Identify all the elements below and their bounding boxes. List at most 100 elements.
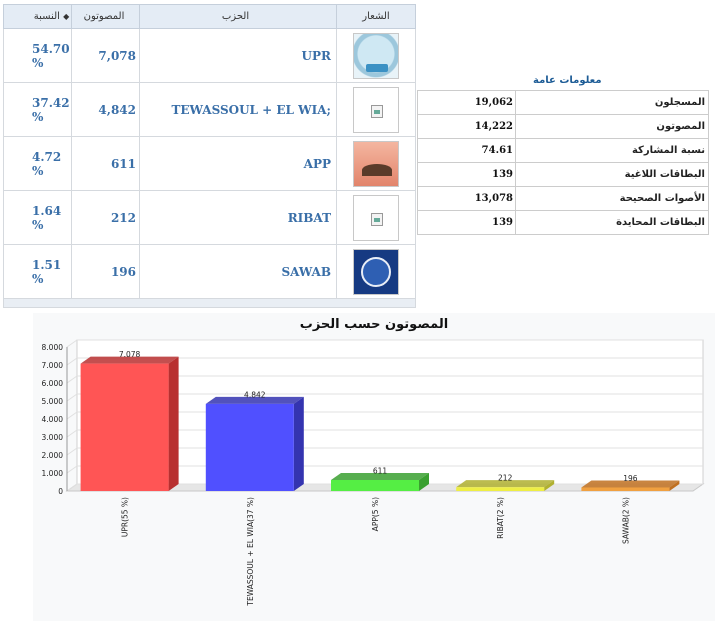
pct-cell: 4.72 % <box>3 136 72 191</box>
party-cell: RIBAT <box>139 190 337 245</box>
table-row: 4.72 % 611 APP <box>3 136 416 191</box>
party-cell: TEWASSOUL + EL WIA; <box>139 82 337 137</box>
chart-title: المصوتون حسب الحزب <box>300 317 448 332</box>
app-logo <box>353 140 399 187</box>
bar <box>581 487 670 491</box>
bar <box>80 363 169 491</box>
votes-cell: 611 <box>71 136 140 191</box>
broken-image-icon <box>353 86 399 133</box>
votes-bar-chart: المصوتون حسب الحزب 0 1.000 2.000 3.000 4.000 5… <box>42 317 705 607</box>
bar-value-label: 212 <box>498 474 513 483</box>
general-info-row: 14,222 المصوتون <box>417 114 709 139</box>
bar-value-label: 611 <box>373 467 388 476</box>
y-tick-label: 2.000 <box>42 451 64 460</box>
sort-icon[interactable]: ◆ <box>63 12 70 21</box>
x-tick-label: SAWAB(2 %) <box>621 497 630 544</box>
pct-cell: 37.42 % <box>3 82 72 137</box>
bar-top <box>80 356 179 364</box>
y-tick-label: 6.000 <box>42 379 64 388</box>
bar-value-label: 7.078 <box>119 350 141 359</box>
pct-column-header[interactable]: النسبة ◆ <box>3 4 72 29</box>
y-tick-label: 7.000 <box>42 361 64 370</box>
table-footer <box>3 298 416 308</box>
bar-top <box>331 473 429 481</box>
votes-cell: 4,842 <box>71 82 140 137</box>
broken-image-icon <box>353 194 399 241</box>
general-info-title: معلومات عامة <box>533 75 602 86</box>
general-info-value: 139 <box>417 210 516 235</box>
general-info-value: 13,078 <box>417 186 516 211</box>
results-header-row: النسبة ◆ المصوتون الحزب الشعار <box>3 4 416 29</box>
general-info-value: 14,222 <box>417 114 516 139</box>
general-info-row: 139 البطاقات اللاغية <box>417 162 709 187</box>
votes-cell: 196 <box>71 244 140 299</box>
general-info-row: 74.61 نسبة المشاركة <box>417 138 709 163</box>
y-tick-label: 8.000 <box>42 343 64 352</box>
gridline <box>66 339 78 348</box>
pct-cell: 54.70 % <box>3 28 72 83</box>
bar-side <box>293 396 304 491</box>
bar-value-label: 196 <box>623 474 638 483</box>
x-tick-label: APP(5 %) <box>371 497 380 531</box>
y-tick-label: 5.000 <box>42 397 64 406</box>
general-info-row: 19,062 المسجلون <box>417 90 709 115</box>
gridline <box>66 375 78 384</box>
y-tick-label: 1.000 <box>42 469 64 478</box>
pct-cell: 1.64 % <box>3 190 72 245</box>
gridline <box>66 465 78 474</box>
general-info-table: 19,062 المسجلون 14,222 المصوتون 74.61 نس… <box>417 90 709 235</box>
party-column-header[interactable]: الحزب <box>139 4 337 29</box>
bar-top <box>581 480 680 488</box>
general-info-label: البطاقات المحايدة <box>515 210 709 235</box>
general-info-row: 139 البطاقات المحايدة <box>417 210 709 235</box>
general-info-label: الأصوات الصحيحة <box>515 186 709 211</box>
y-tick-label: 0 <box>58 487 63 496</box>
table-row: 54.70 % 7,078 UPR <box>3 28 416 83</box>
general-info-value: 74.61 <box>417 138 516 163</box>
bar <box>205 403 294 491</box>
gridline <box>66 447 78 456</box>
general-info-value: 139 <box>417 162 516 187</box>
logo-column-header[interactable]: الشعار <box>336 4 416 29</box>
bar-side <box>419 473 429 491</box>
bar <box>331 480 419 491</box>
pct-header-label: النسبة <box>33 11 60 22</box>
party-cell: APP <box>139 136 337 191</box>
votes-cell: 7,078 <box>71 28 140 83</box>
general-info-label: المسجلون <box>515 90 709 115</box>
general-info-label: المصوتون <box>515 114 709 139</box>
bar-side <box>544 480 555 491</box>
x-tick-label: TEWASSOUL + EL WIA(37 %) <box>246 497 255 607</box>
votes-cell: 212 <box>71 190 140 245</box>
bar-top <box>456 480 555 488</box>
general-info-label: نسبة المشاركة <box>515 138 709 163</box>
bar-top <box>205 396 304 404</box>
gridline <box>66 357 78 366</box>
results-table: النسبة ◆ المصوتون الحزب الشعار 54.70 % 7… <box>3 4 416 308</box>
bar <box>456 487 545 491</box>
party-cell: UPR <box>139 28 337 83</box>
upr-logo <box>353 32 399 79</box>
gridline <box>66 411 78 420</box>
y-tick-label: 3.000 <box>42 433 64 442</box>
x-tick-label: UPR(55 %) <box>121 497 130 537</box>
y-tick-label: 4.000 <box>42 415 64 424</box>
gridline <box>66 429 78 438</box>
bar-side <box>669 480 680 491</box>
pct-cell: 1.51 % <box>3 244 72 299</box>
general-info-value: 19,062 <box>417 90 516 115</box>
votes-column-header[interactable]: المصوتون <box>71 4 140 29</box>
table-row: 37.42 % 4,842 TEWASSOUL + EL WIA; <box>3 82 416 137</box>
sawab-logo <box>353 248 399 295</box>
x-tick-label: RIBAT(2 %) <box>496 497 505 539</box>
bar-side <box>168 356 179 491</box>
general-info-row: 13,078 الأصوات الصحيحة <box>417 186 709 211</box>
gridline <box>66 483 78 492</box>
party-cell: SAWAB <box>139 244 337 299</box>
chart-panel: المصوتون حسب الحزب 0 1.000 2.000 3.000 4.000 5… <box>33 313 715 621</box>
gridline <box>66 393 78 402</box>
bar-value-label: 4.842 <box>244 390 266 399</box>
general-info-label: البطاقات اللاغية <box>515 162 709 187</box>
table-row: 1.51 % 196 SAWAB <box>3 244 416 299</box>
table-row: 1.64 % 212 RIBAT <box>3 190 416 245</box>
